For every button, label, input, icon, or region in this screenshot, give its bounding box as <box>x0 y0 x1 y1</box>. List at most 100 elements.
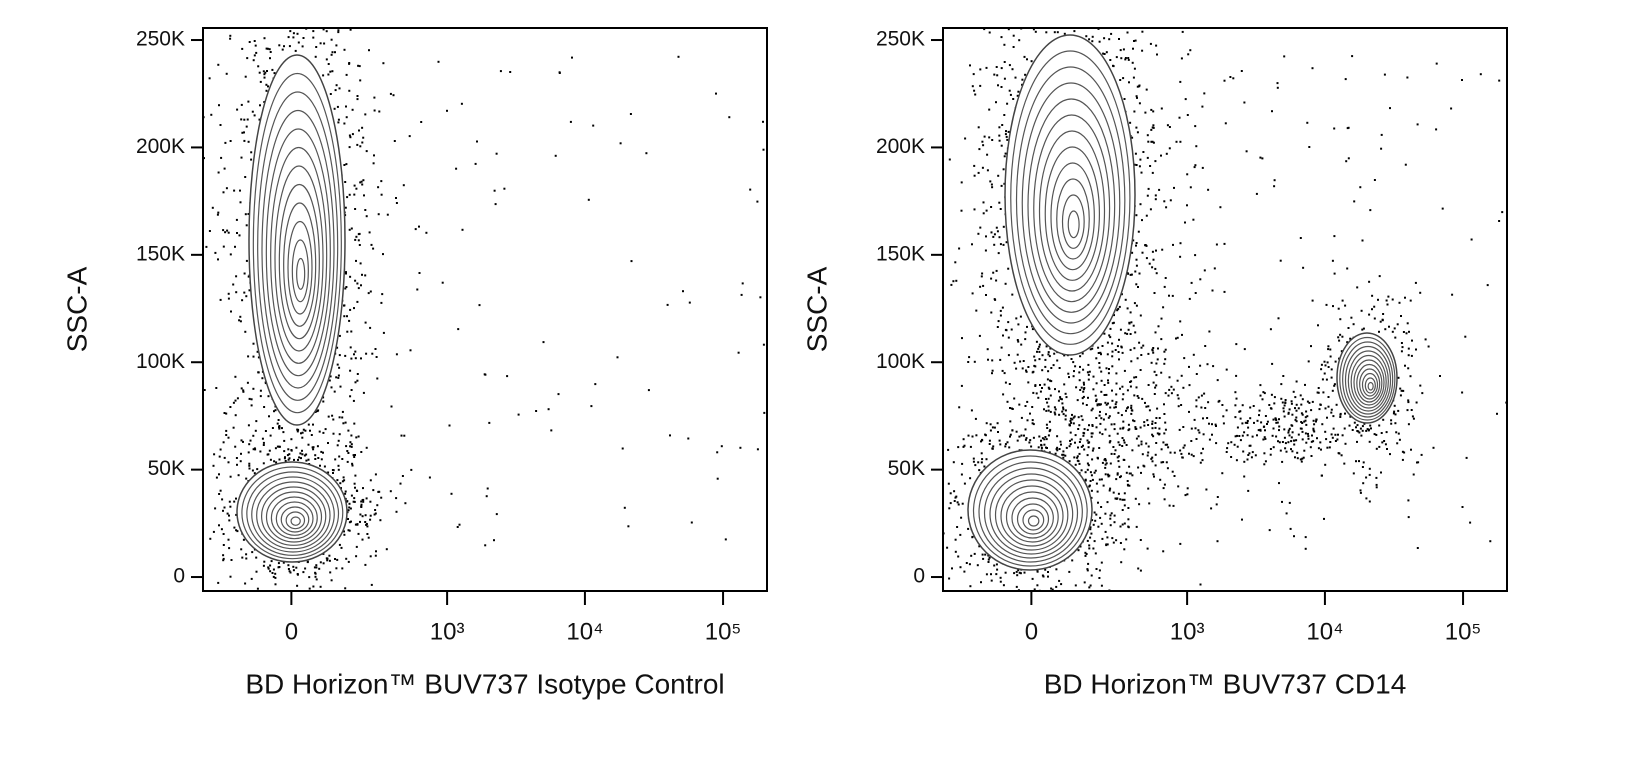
event-dot <box>301 436 304 439</box>
event-dot <box>243 131 245 134</box>
event-dot <box>981 553 984 556</box>
event-dot <box>986 594 988 596</box>
event-dot <box>222 557 225 560</box>
event-dot <box>274 572 277 575</box>
event-dot <box>219 124 222 126</box>
event-dot <box>284 460 287 462</box>
event-dot <box>335 44 338 47</box>
event-dot <box>1003 43 1006 46</box>
event-dot <box>205 245 208 248</box>
event-dot <box>1439 375 1441 377</box>
event-dot <box>1034 384 1037 387</box>
event-dot <box>1193 166 1196 169</box>
event-dot <box>1034 22 1036 24</box>
event-dot <box>222 191 225 194</box>
event-dot <box>762 343 765 346</box>
event-dot <box>1109 327 1112 330</box>
event-dot <box>1352 323 1355 326</box>
event-dot <box>1368 280 1371 283</box>
event-dot <box>1173 186 1175 189</box>
event-dot <box>1378 424 1381 427</box>
event-dot <box>996 568 999 571</box>
event-dot <box>245 224 248 227</box>
event-dot <box>234 245 236 248</box>
contour-line <box>246 471 340 556</box>
event-dot <box>1394 336 1397 339</box>
event-dot <box>974 93 977 96</box>
event-dot <box>1150 128 1153 131</box>
event-dot <box>1151 250 1154 253</box>
event-dot <box>1026 325 1028 328</box>
event-dot <box>1339 333 1342 336</box>
event-dot <box>1054 408 1057 411</box>
plot-area <box>937 22 1507 596</box>
contour-line <box>241 466 344 560</box>
event-dot <box>373 96 376 99</box>
event-dot <box>1135 244 1137 247</box>
event-dot <box>1064 418 1067 421</box>
event-dot <box>248 467 251 470</box>
event-dot <box>1123 441 1126 444</box>
event-dot <box>235 275 238 278</box>
event-dot <box>1113 453 1116 455</box>
event-dot <box>997 252 1000 255</box>
event-dot <box>1373 317 1376 320</box>
event-dot <box>1115 56 1118 59</box>
event-dot <box>320 458 323 461</box>
event-dot <box>1040 447 1043 449</box>
event-dot <box>340 546 343 549</box>
event-dot <box>237 13 239 15</box>
event-dot <box>1140 471 1142 474</box>
event-dot <box>993 564 996 567</box>
event-dot <box>338 543 341 546</box>
event-dot <box>1000 346 1003 349</box>
event-dot <box>268 449 271 452</box>
event-dot <box>223 506 226 509</box>
event-dot <box>1073 30 1076 33</box>
event-dot <box>1138 341 1141 344</box>
event-dot <box>973 208 976 211</box>
event-dot <box>348 506 351 509</box>
event-dot <box>400 434 403 437</box>
event-dot <box>986 348 989 351</box>
event-dot <box>937 55 939 57</box>
event-dot <box>319 464 321 467</box>
event-dot <box>974 464 977 467</box>
event-dot <box>1390 419 1393 422</box>
event-dot <box>1175 337 1177 340</box>
event-dot <box>1387 295 1390 298</box>
event-dot <box>197 567 199 569</box>
event-dot <box>194 273 196 275</box>
event-dot <box>1362 461 1365 464</box>
event-dot <box>1090 574 1093 577</box>
event-dot <box>485 495 488 498</box>
event-dot <box>1170 392 1173 395</box>
event-dot <box>365 446 368 449</box>
event-dot <box>198 501 200 503</box>
event-dot <box>373 109 376 112</box>
event-dot <box>1123 369 1126 372</box>
event-dot <box>1356 440 1358 443</box>
contour-line <box>270 496 318 540</box>
event-dot <box>987 558 990 561</box>
event-dot <box>967 361 970 363</box>
event-dot <box>1019 315 1022 318</box>
event-dot <box>227 461 230 464</box>
event-dot <box>344 492 347 495</box>
event-dot <box>1160 317 1163 320</box>
event-dot <box>336 363 339 366</box>
event-dot <box>1179 255 1182 258</box>
event-dot <box>590 405 593 408</box>
event-dot <box>988 31 991 34</box>
event-dot <box>1119 387 1121 390</box>
event-dot <box>1427 345 1430 348</box>
event-dot <box>964 137 967 140</box>
event-dot <box>1002 393 1005 396</box>
event-dot <box>1373 305 1376 308</box>
event-dot <box>1038 345 1041 348</box>
event-dot <box>370 583 373 586</box>
event-dot <box>242 538 245 541</box>
event-dot <box>1180 57 1183 60</box>
event-dot <box>345 105 347 108</box>
event-dot <box>255 51 258 54</box>
